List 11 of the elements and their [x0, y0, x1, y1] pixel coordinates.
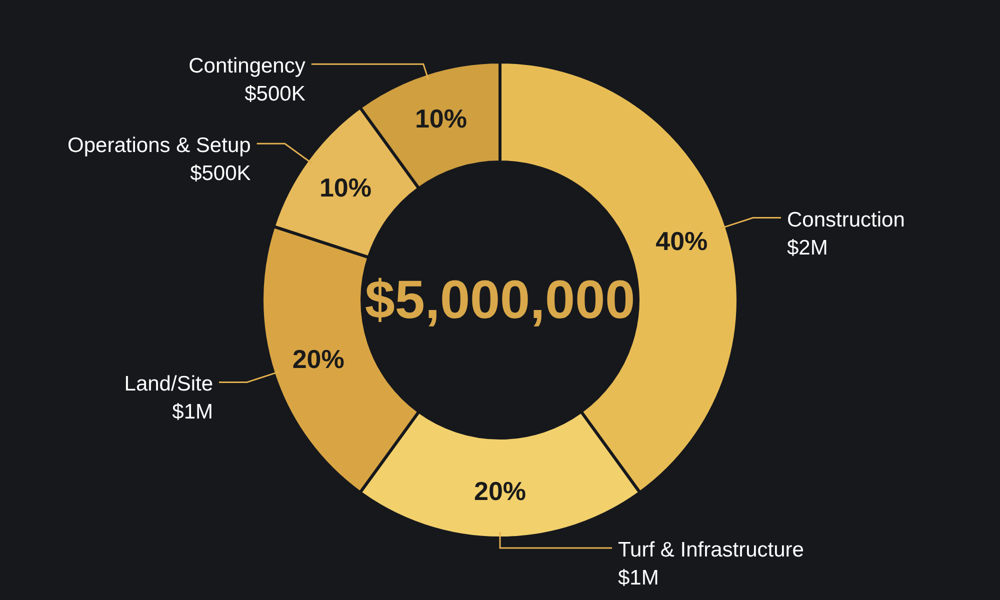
slice-label: Turf & Infrastructure $1M: [618, 538, 804, 590]
data-label: 40%: [656, 226, 708, 256]
data-label: 10%: [414, 103, 467, 134]
slice-label: Construction $2M: [786, 208, 905, 260]
data-label: 10%: [319, 172, 372, 203]
slice-label: Contingency $500K: [188, 54, 306, 106]
text: $5,000,000: [364, 270, 636, 330]
slice-label: Land/Site $1M: [124, 372, 214, 424]
data-label: 20%: [292, 344, 344, 374]
slice-label: Operations & Setup $500K: [68, 134, 251, 186]
data-label: 20%: [474, 476, 526, 506]
